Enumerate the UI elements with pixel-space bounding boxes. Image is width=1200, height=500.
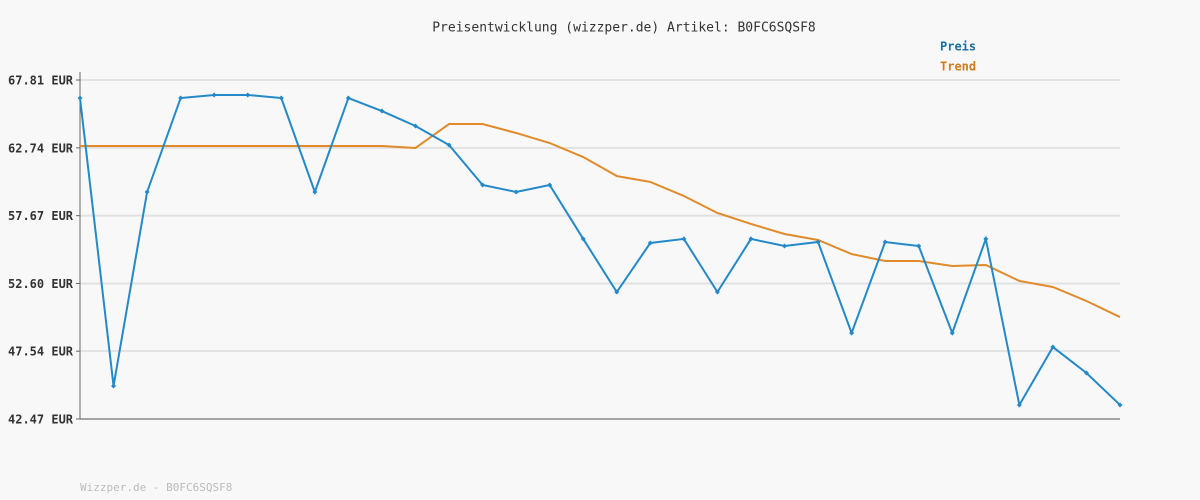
marker xyxy=(513,189,519,195)
marker xyxy=(647,240,653,246)
y-tick-label: 52.60 EUR xyxy=(8,277,74,291)
marker xyxy=(1083,370,1089,376)
marker xyxy=(312,189,318,195)
marker xyxy=(815,239,821,245)
footer: Wizzper.de - B0FC6SQSF8 xyxy=(80,481,232,494)
marker xyxy=(379,108,385,114)
marker xyxy=(681,236,687,242)
marker xyxy=(446,142,452,148)
marker xyxy=(1016,402,1022,408)
marker xyxy=(480,182,486,188)
series-line xyxy=(80,123,1121,318)
y-tick-label: 62.74 EUR xyxy=(8,141,74,155)
marker xyxy=(211,92,217,98)
legend-entry: Preis xyxy=(940,40,976,54)
marker xyxy=(882,239,888,245)
chart-title: Preisentwicklung (wizzper.de) Artikel: B… xyxy=(432,21,816,36)
marker xyxy=(714,289,720,295)
marker xyxy=(748,236,754,242)
marker xyxy=(1117,402,1123,408)
series-line xyxy=(79,93,1121,408)
marker xyxy=(547,182,553,188)
marker xyxy=(580,236,586,242)
marker xyxy=(245,92,251,98)
marker xyxy=(111,383,117,389)
marker xyxy=(983,236,989,242)
marker xyxy=(1050,344,1056,350)
marker xyxy=(178,95,184,101)
y-tick-label: 67.81 EUR xyxy=(8,74,74,88)
marker xyxy=(278,95,284,101)
marker xyxy=(412,123,418,129)
marker xyxy=(144,189,150,195)
marker xyxy=(949,330,955,336)
marker xyxy=(849,330,855,336)
marker xyxy=(782,243,788,249)
marker xyxy=(614,289,620,295)
marker xyxy=(77,95,83,101)
marker xyxy=(916,243,922,249)
marker xyxy=(345,95,351,101)
y-tick-label: 42.47 EUR xyxy=(8,413,74,427)
y-tick-label: 57.67 EUR xyxy=(8,209,74,223)
y-tick-label: 47.54 EUR xyxy=(8,345,74,359)
legend-entry: Trend xyxy=(940,60,976,74)
